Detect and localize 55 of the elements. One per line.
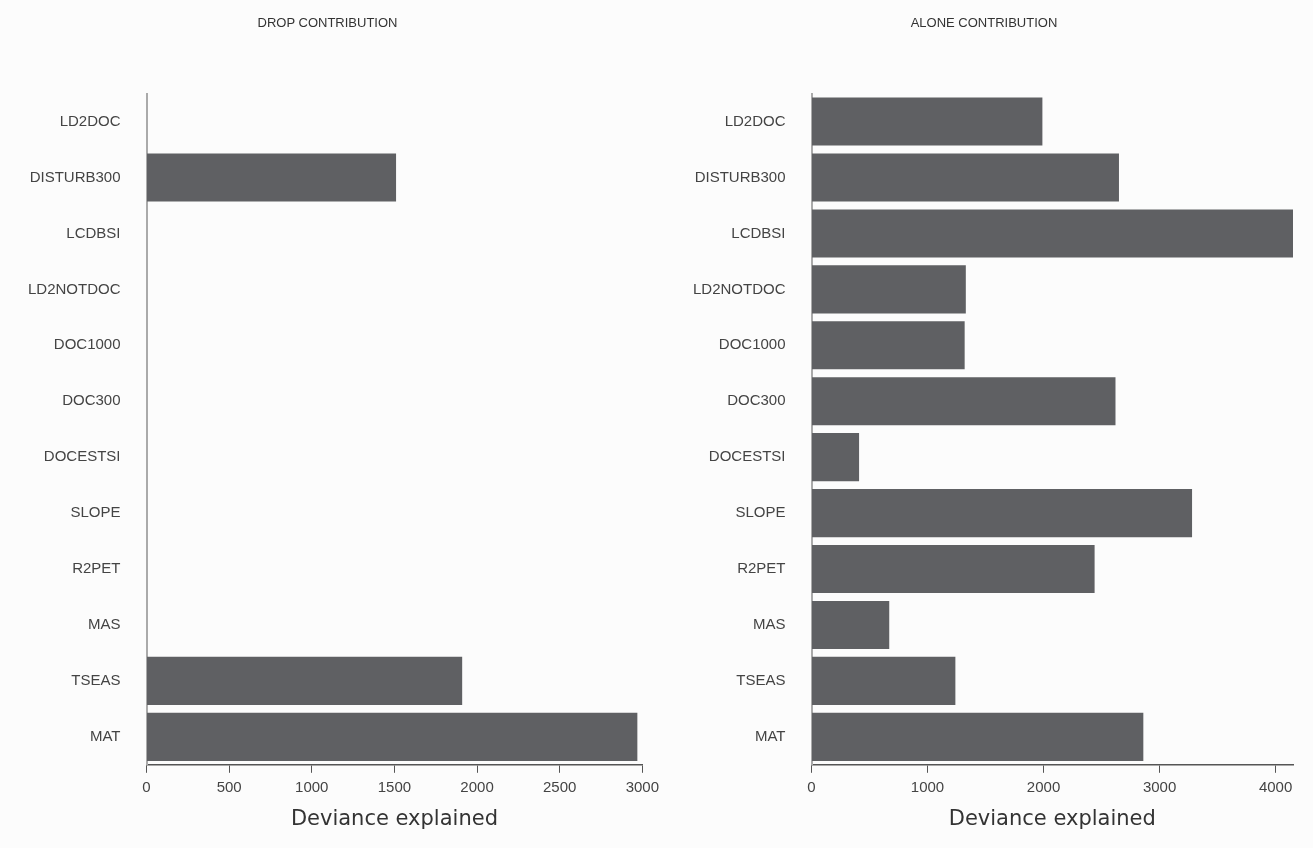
y-tick-label: DOC300	[727, 391, 786, 409]
y-tick-label: TSEAS	[71, 671, 121, 689]
y-tick-label: R2PET	[72, 559, 121, 577]
x-tick-label: 2500	[542, 777, 577, 795]
bar	[812, 656, 956, 705]
y-tick-label: R2PET	[737, 559, 786, 577]
chart-title: DROP CONTRIBUTION	[257, 15, 398, 31]
y-tick-label: MAT	[89, 726, 121, 744]
x-tick-label: 500	[216, 777, 242, 795]
y-tick-label: DOC1000	[53, 335, 121, 353]
y-tick-label: LD2NOTDOC	[28, 279, 121, 297]
bar	[812, 600, 890, 650]
bar	[812, 97, 1043, 146]
y-tick-label: SLOPE	[735, 503, 786, 521]
bar	[812, 433, 860, 482]
x-axis-title: Deviance explained	[290, 805, 498, 830]
x-tick-label: 3000	[1142, 777, 1177, 795]
x-tick-label: 1000	[910, 777, 945, 795]
bar	[812, 712, 1144, 761]
x-axis-title: Deviance explained	[948, 805, 1156, 830]
y-tick-label: LCDBSI	[66, 223, 121, 241]
y-tick-label: LD2DOC	[724, 111, 786, 129]
y-tick-label: MAS	[88, 615, 121, 633]
x-tick-label: 4000	[1258, 777, 1293, 795]
bar	[812, 489, 1193, 538]
x-tick-label: 0	[807, 777, 816, 795]
x-tick-label: 0	[142, 777, 151, 795]
bar	[147, 656, 463, 705]
chart-title: ALONE CONTRIBUTION	[910, 15, 1058, 31]
bar	[812, 209, 1293, 258]
y-tick-label: DISTURB300	[29, 167, 121, 185]
x-tick-label: 3000	[625, 777, 659, 795]
y-tick-label: DOCESTSI	[43, 447, 121, 465]
bar	[147, 153, 397, 202]
y-tick-label: LD2DOC	[59, 111, 121, 129]
x-tick-label: 1500	[377, 777, 412, 795]
bar	[812, 265, 966, 314]
y-tick-label: MAS	[753, 615, 786, 633]
y-tick-label: DOCESTSI	[708, 447, 786, 465]
y-tick-label: DOC1000	[718, 335, 786, 353]
bar	[147, 712, 638, 761]
bar	[812, 153, 1119, 202]
y-tick-label: SLOPE	[70, 503, 121, 521]
y-tick-label: MAT	[754, 726, 786, 744]
y-tick-label: DOC300	[62, 391, 121, 409]
bar	[812, 544, 1095, 594]
y-tick-label: LCDBSI	[731, 223, 786, 241]
y-tick-label: DISTURB300	[694, 167, 786, 185]
y-tick-label: LD2NOTDOC	[693, 279, 786, 297]
x-tick-label: 2000	[1026, 777, 1061, 795]
y-tick-label: TSEAS	[736, 671, 786, 689]
bar	[812, 321, 965, 370]
x-tick-label: 2000	[460, 777, 494, 795]
x-tick-label: 1000	[295, 777, 329, 795]
bar	[812, 377, 1116, 426]
